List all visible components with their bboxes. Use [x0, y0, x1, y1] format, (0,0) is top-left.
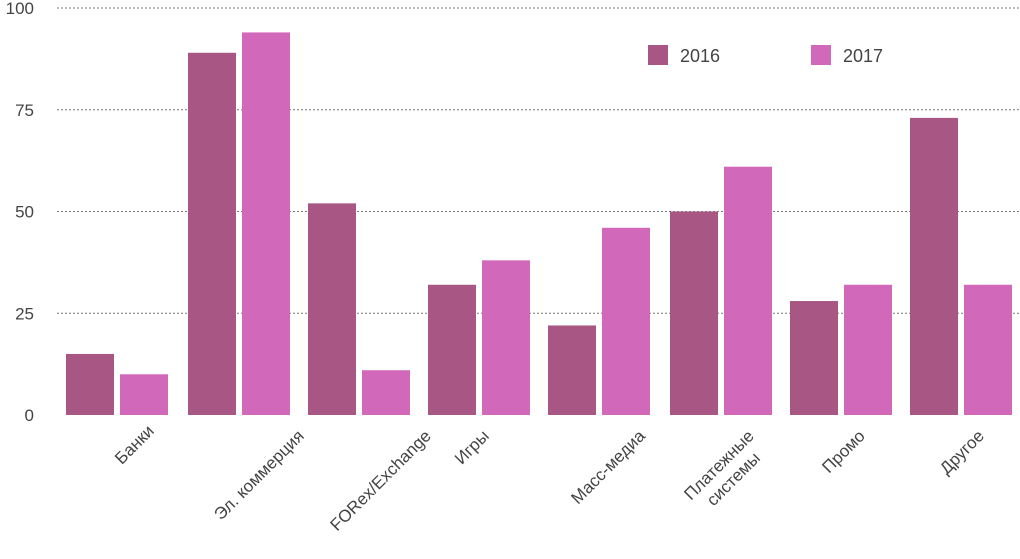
bar-2017 — [602, 227, 650, 415]
bar-2016 — [308, 203, 356, 415]
y-tick-label: 50 — [15, 203, 34, 222]
y-tick-label: 100 — [6, 0, 34, 18]
bar-2016 — [910, 117, 958, 415]
y-tick-label: 75 — [15, 101, 34, 120]
legend: 2016 2017 — [648, 45, 883, 66]
y-tick-label: 0 — [25, 406, 34, 425]
bar-2017 — [964, 284, 1012, 415]
legend-swatch-2017 — [811, 45, 831, 65]
bar-2017 — [120, 374, 168, 415]
y-tick-label: 25 — [15, 304, 34, 323]
bar-2017 — [482, 260, 530, 415]
x-tick-label: Масс-медиа — [567, 426, 649, 508]
bar-2017 — [242, 32, 290, 416]
bar-2017 — [844, 284, 892, 415]
y-axis-ticks: 0 25 50 75 100 — [6, 0, 34, 425]
x-tick-label: FORex/Exchange — [327, 426, 435, 534]
legend-swatch-2016 — [648, 45, 668, 65]
x-tick-label: Промо — [818, 426, 868, 476]
bar-2017 — [362, 370, 410, 415]
x-tick-label: Платежныесистемы — [680, 426, 772, 518]
bar-2016 — [188, 52, 236, 416]
bar-2016 — [66, 353, 114, 415]
bar-2016 — [428, 284, 476, 415]
legend-label: 2017 — [843, 46, 883, 66]
bar-2016 — [790, 301, 838, 415]
bar-2017 — [724, 166, 772, 415]
x-tick-label: Эл. коммерция — [210, 426, 307, 523]
x-axis-labels: Банки Эл. коммерция FORex/Exchange Игры Масс… — [111, 421, 988, 534]
x-tick-label: Игры — [451, 426, 493, 468]
x-tick-label: Банки — [111, 421, 158, 468]
bars — [66, 32, 1012, 416]
legend-label: 2016 — [680, 46, 720, 66]
x-tick-label: Другое — [936, 426, 988, 478]
bar-2016 — [548, 325, 596, 415]
bar-2016 — [670, 211, 718, 415]
